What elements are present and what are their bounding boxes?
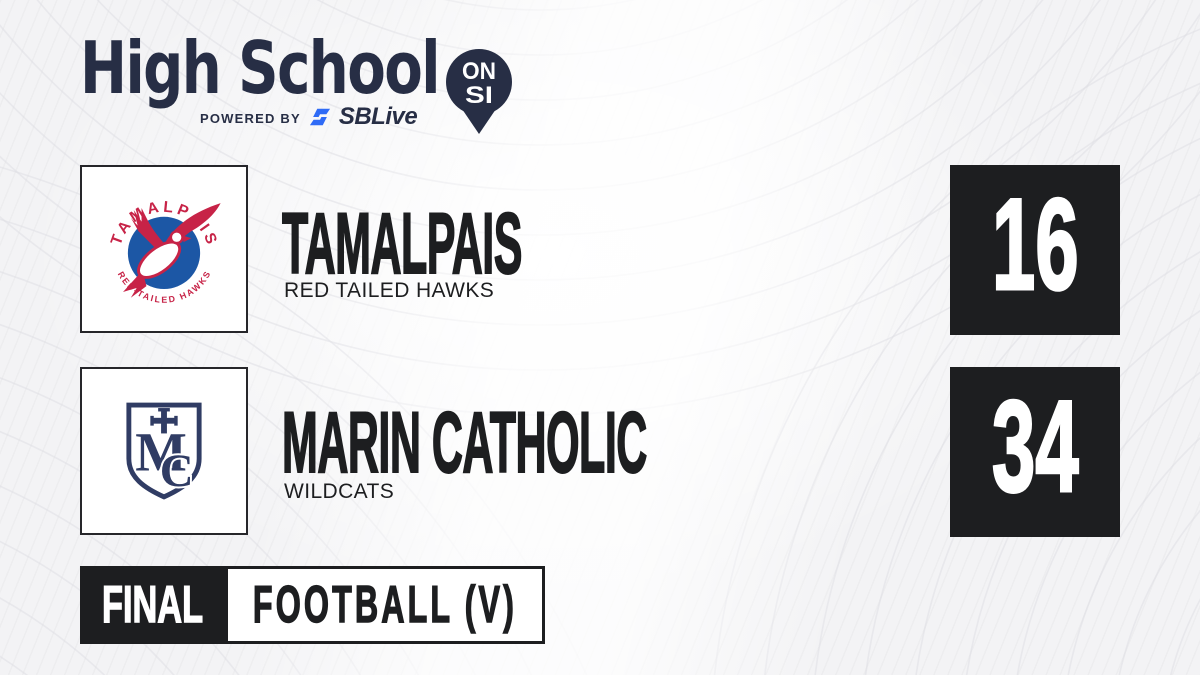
team-name: TAMALPAIS (282, 196, 523, 292)
team-mascot: WILDCATS (284, 480, 395, 503)
team-name: MARIN CATHOLIC (282, 395, 648, 491)
tamalpais-logo-icon: TAMALPAIS RED-TAILED HAWKS (108, 199, 221, 305)
team-logo-box: TAMALPAIS RED-TAILED HAWKS (80, 165, 248, 333)
sblive-wordmark: SBLive (338, 103, 418, 130)
marin-catholic-monogram-m: M (135, 422, 187, 483)
pin-text-si: SI (465, 82, 493, 109)
pin-text-on: ON (462, 58, 496, 85)
marin-catholic-cross-graphic (150, 408, 178, 434)
team-score: 16 (991, 171, 1080, 317)
final-status-badge: FINAL (80, 566, 225, 644)
team-logo-box: M C (80, 367, 248, 535)
score-box: 34 (950, 367, 1120, 537)
brand-title: High School (80, 32, 540, 104)
sblive-icon (309, 108, 330, 126)
final-status-label: FINAL (101, 576, 204, 634)
marin-catholic-logo-icon: M C (126, 402, 202, 500)
marin-catholic-monogram-c: C (160, 445, 194, 497)
powered-by-label: POWERED BY (200, 111, 301, 126)
score-box: 16 (950, 165, 1120, 335)
team-mascot: RED TAILED HAWKS (284, 279, 495, 302)
brand-title-text: High School (80, 26, 441, 110)
tamalpais-hawk-graphic (123, 203, 221, 298)
sport-label: FOOTBALL (V) (252, 576, 518, 634)
on-si-pin-icon: ON SI (446, 49, 512, 134)
sport-label-badge: FOOTBALL (V) (225, 566, 545, 644)
team-score: 34 (991, 373, 1080, 519)
powered-by-row: POWERED BY SBLive (200, 103, 418, 131)
